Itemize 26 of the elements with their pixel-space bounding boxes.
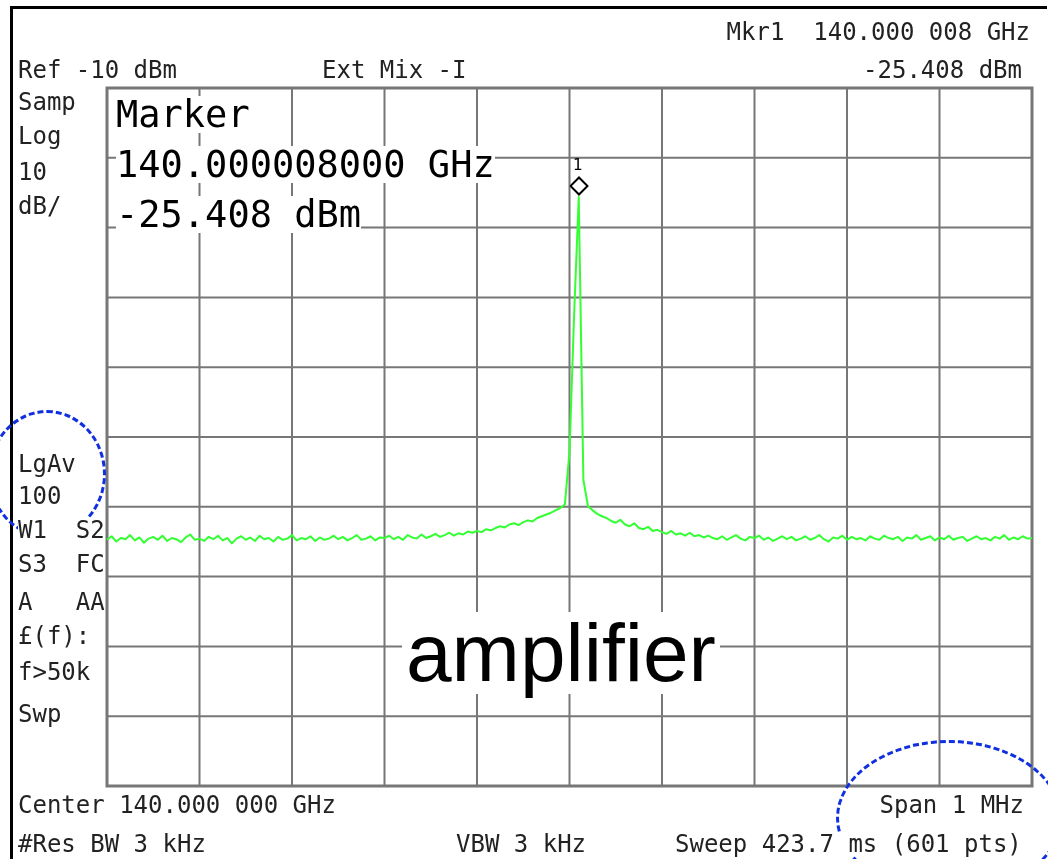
text: A AA [18,588,105,616]
text: LgAv [18,450,76,478]
text: Ref -10 dBm [18,56,177,84]
annotation: -25.408 dBm [116,193,362,236]
text: 1 [572,155,583,174]
text: Mkr1 140.000 008 GHz [726,18,1030,46]
text: 100 [18,482,62,510]
text: 140.000008000 GHz [116,143,495,186]
text: £(f): [18,622,91,650]
text: 10 [18,158,47,186]
text: Marker [116,93,250,136]
text: Samp [18,88,76,116]
text: Log [18,122,62,150]
text: #Res BW 3 kHz [18,830,206,858]
text: VBW 3 kHz [456,830,587,858]
text: S3 FC [18,550,105,578]
text: -25.408 dBm [863,56,1022,84]
text: f>50k [18,658,91,686]
text: W1 S2 [18,516,105,544]
text: Sweep 423.7 ms (601 pts) [675,830,1022,858]
text: Center 140.000 000 GHz [18,791,336,819]
text: Swp [18,700,62,728]
text: Ext Mix -I [322,56,467,84]
text: Span 1 MHz [879,791,1024,819]
annotation: amplifier [405,607,717,698]
text: dB/ [18,192,62,220]
